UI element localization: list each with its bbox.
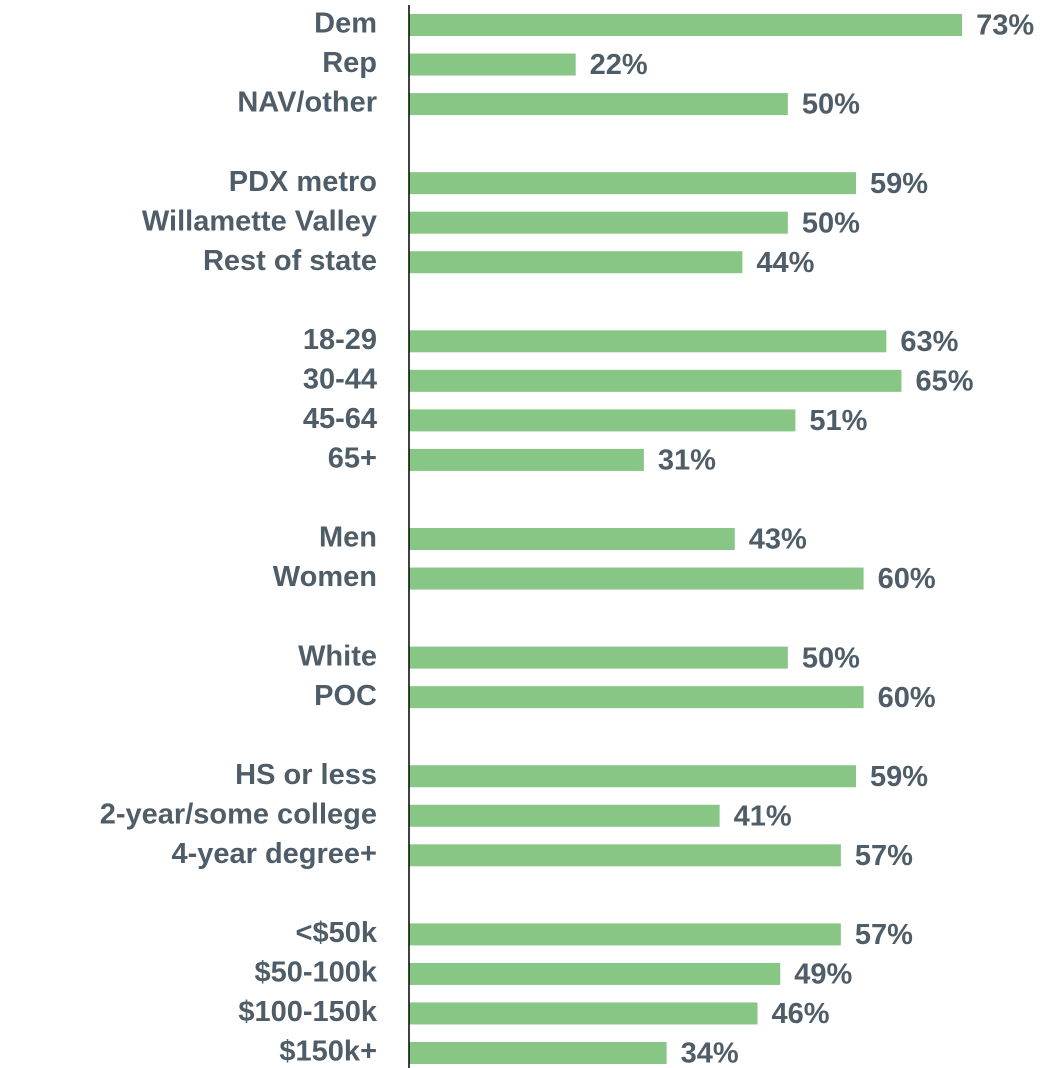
value-label: 60% xyxy=(878,563,936,595)
bar xyxy=(409,923,841,946)
bar xyxy=(409,53,576,76)
category-label: Women xyxy=(273,561,377,593)
value-label: 22% xyxy=(590,49,648,81)
category-label: 18-29 xyxy=(303,324,377,356)
category-label: <$50k xyxy=(296,917,378,949)
category-label: 2-year/some college xyxy=(100,798,377,830)
bar xyxy=(409,1042,667,1064)
value-label: 60% xyxy=(878,682,936,714)
bar xyxy=(409,251,743,274)
value-label: 44% xyxy=(756,247,814,279)
category-label: Rest of state xyxy=(203,245,377,277)
value-label: 63% xyxy=(900,326,958,358)
category-label: White xyxy=(298,640,377,672)
bar xyxy=(409,1002,758,1025)
category-label: PDX metro xyxy=(229,166,377,198)
value-label: 57% xyxy=(855,919,913,951)
bar xyxy=(409,844,841,867)
value-label: 50% xyxy=(802,89,860,121)
value-label: 73% xyxy=(976,10,1034,42)
value-label: 59% xyxy=(870,761,928,793)
category-label: 65+ xyxy=(328,443,377,475)
bar xyxy=(409,804,720,827)
category-label: NAV/other xyxy=(237,87,377,119)
category-label: Willamette Valley xyxy=(142,205,377,237)
value-label: 50% xyxy=(802,207,860,239)
bar xyxy=(409,14,963,36)
category-label: 4-year degree+ xyxy=(171,838,377,870)
value-label: 34% xyxy=(681,1038,739,1068)
bar xyxy=(409,646,788,669)
category-label: Rep xyxy=(322,47,377,79)
bar xyxy=(409,409,796,432)
bar xyxy=(409,448,644,471)
value-label: 50% xyxy=(802,642,860,674)
bar xyxy=(409,330,887,353)
category-label: $150k+ xyxy=(279,1036,377,1068)
value-label: 31% xyxy=(658,445,716,477)
bar xyxy=(409,211,788,234)
bar xyxy=(409,369,902,392)
value-label: 43% xyxy=(749,524,807,556)
bar xyxy=(409,528,735,550)
bar xyxy=(409,765,857,788)
bar xyxy=(409,93,788,116)
bar xyxy=(409,686,864,709)
value-label: 57% xyxy=(855,840,913,872)
category-label: POC xyxy=(314,680,377,712)
category-label: HS or less xyxy=(235,759,377,791)
value-label: 65% xyxy=(915,366,973,398)
bar xyxy=(409,172,857,195)
category-label: Men xyxy=(319,522,377,554)
bar xyxy=(409,567,864,590)
value-label: 46% xyxy=(772,998,830,1030)
category-label: $50-100k xyxy=(254,957,377,989)
category-label: 30-44 xyxy=(303,364,377,396)
value-label: 49% xyxy=(794,959,852,991)
category-label: $100-150k xyxy=(238,996,378,1028)
bar xyxy=(409,962,781,985)
value-label: 41% xyxy=(734,800,792,832)
category-label: Dem xyxy=(314,8,377,40)
value-label: 51% xyxy=(809,405,867,437)
value-label: 59% xyxy=(870,168,928,200)
category-label: 45-64 xyxy=(303,403,377,435)
